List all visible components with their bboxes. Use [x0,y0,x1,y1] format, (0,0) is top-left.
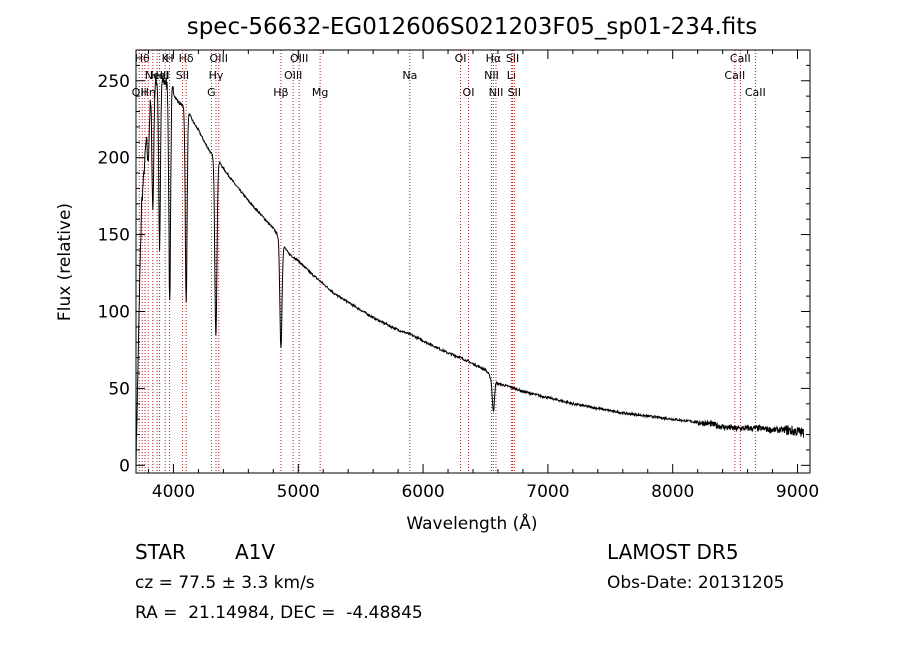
line-marker-label: NII [484,69,499,82]
line-marker-label: G [207,86,216,99]
y-tick-label: 100 [98,302,130,322]
y-axis: 0 50 100 150 200 250 [98,64,810,476]
plot-frame [135,49,811,474]
obs-date: Obs-Date: 20131205 [607,573,785,593]
object-subclass: A1V [235,540,276,564]
x-tick-label: 7000 [526,482,569,502]
sky-coordinates: RA = 21.14984, DEC = -4.48845 [135,603,423,623]
line-marker-label: H [165,52,173,65]
redshift-value: cz = 77.5 ± 3.3 km/s [135,573,315,593]
line-marker-label: Mg [312,86,328,99]
line-marker-label: CaII [730,52,751,65]
line-marker-label: CaII [724,69,745,82]
line-marker-label: Hγ [209,69,224,82]
y-tick-label: 250 [98,72,130,92]
x-tick-label: 9000 [776,482,819,502]
line-marker-label: OII [132,86,147,99]
line-marker-label: K [162,52,170,65]
line-marker-label: SII [506,52,519,65]
line-marker-label: OIII [284,69,302,82]
y-tick-label: 50 [108,379,130,399]
spectrum-line [135,74,805,470]
y-tick-label: 200 [98,149,130,169]
x-tick-label: 8000 [651,482,694,502]
line-markers: OIIHθHηNeIIIHeIKHSIIHδGHγOIIIHβOIIIOIIIM… [132,50,766,473]
x-tick-label: 5000 [277,482,320,502]
line-marker-label: CaII [745,86,766,99]
line-marker-label: Hα [486,52,502,65]
x-axis-label: Wavelength (Å) [406,512,537,534]
line-marker-label: OI [463,86,475,99]
line-marker-label: OIII [210,52,228,65]
line-marker-label: Hδ [179,52,194,65]
line-marker-label: OIII [290,52,308,65]
x-axis: 4000 5000 6000 7000 8000 9000 [147,50,819,502]
object-class: STAR [135,540,186,564]
line-marker-label: Hη [141,86,156,99]
line-marker-label: Na [402,69,417,82]
line-marker-label: Hβ [273,86,288,99]
x-tick-label: 6000 [401,482,444,502]
x-tick-label: 4000 [152,482,195,502]
survey-name: LAMOST DR5 [607,540,739,564]
line-marker-label: NII [489,86,504,99]
line-marker-label: Li [507,69,516,82]
y-axis-label: Flux (relative) [55,203,75,321]
chart-title: spec-56632-EG012606S021203F05_sp01-234.f… [187,14,758,40]
y-tick-label: 0 [119,456,130,476]
y-tick-label: 150 [98,226,130,246]
line-marker-label: SII [508,86,521,99]
line-marker-label: Hθ [135,52,150,65]
line-marker-label: OI [455,52,467,65]
line-marker-label: SII [176,69,189,82]
